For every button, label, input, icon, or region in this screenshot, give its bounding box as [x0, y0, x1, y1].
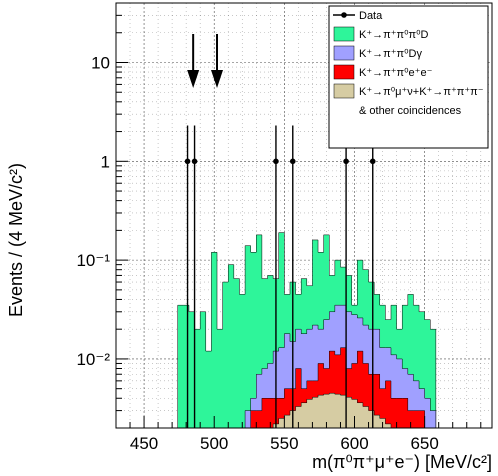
legend: Data K⁺→π⁺π⁰π⁰D K⁺→π⁺π⁰Dγ K⁺→π⁺π⁰e⁺e⁻ K⁺→π⁰μ…	[328, 5, 489, 149]
plot-frame	[115, 2, 493, 429]
legend-swatch	[333, 83, 355, 99]
y-axis-title: Events / (4 MeV/c²)	[6, 163, 26, 317]
data-point	[273, 158, 279, 165]
data-point	[191, 158, 198, 165]
axes: 450 500 550 600 650 10⁻² 10⁻¹ 1 10	[76, 2, 482, 453]
arrow-head	[187, 70, 200, 88]
legend-label: K⁺→π⁰μ⁺ν+K⁺→π⁺π⁺π⁻	[359, 86, 484, 98]
legend-label: K⁺→π⁺π⁰e⁺e⁻	[359, 67, 433, 79]
signal-region-arrows	[187, 34, 224, 88]
data-point	[289, 158, 296, 165]
legend-swatch	[333, 64, 355, 80]
y-tick-label: 1	[101, 152, 110, 171]
data-point	[184, 158, 191, 165]
legend-swatch	[333, 26, 355, 42]
y-tick-label: 10	[91, 53, 110, 72]
legend-marker	[341, 12, 347, 18]
x-axis-title: m(π⁰π⁺μ⁺e⁻) [MeV/c²]	[312, 452, 492, 472]
legend-label: K⁺→π⁺π⁰Dγ	[359, 48, 422, 60]
legend-swatch	[333, 45, 355, 61]
y-tick-label: 10⁻¹	[76, 251, 110, 270]
x-tick-label: 500	[200, 434, 228, 453]
data-point	[369, 158, 376, 165]
legend-label: & other coincidences	[359, 105, 462, 117]
arrow-head	[211, 70, 224, 88]
x-tick-label: 450	[130, 434, 158, 453]
x-tick-label: 550	[270, 434, 298, 453]
data-points	[184, 125, 376, 428]
y-tick-label: 10⁻²	[76, 350, 110, 369]
x-tick-label: 650	[410, 434, 438, 453]
legend-label: Data	[359, 10, 383, 22]
data-point	[343, 158, 349, 165]
legend-label: K⁺→π⁺π⁰π⁰D	[359, 29, 429, 41]
legend-box	[328, 5, 489, 149]
stacked-histograms	[177, 232, 437, 429]
x-tick-label: 600	[340, 434, 368, 453]
